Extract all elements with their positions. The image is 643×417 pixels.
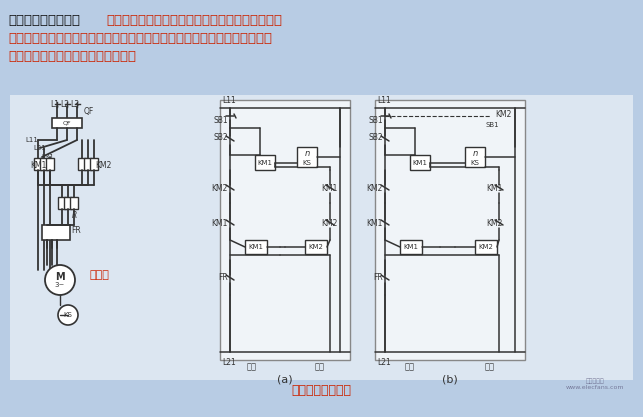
- Text: (a): (a): [277, 375, 293, 385]
- Bar: [64, 197, 72, 209]
- Bar: [46, 158, 54, 170]
- Text: L3: L3: [71, 100, 80, 109]
- Text: KM1: KM1: [212, 219, 228, 228]
- Text: FR: FR: [373, 274, 383, 282]
- Text: FR: FR: [218, 274, 228, 282]
- Bar: [410, 155, 430, 170]
- Text: FR: FR: [71, 226, 81, 234]
- Bar: [78, 158, 86, 170]
- Text: 运行: 运行: [405, 362, 415, 371]
- Text: 反接制动控制电路: 反接制动控制电路: [291, 384, 351, 397]
- Bar: [90, 158, 98, 170]
- Text: KM2: KM2: [367, 183, 383, 193]
- Text: n: n: [473, 150, 478, 158]
- Text: L1: L1: [51, 100, 60, 109]
- Text: KM1: KM1: [322, 183, 338, 193]
- Text: KM2: KM2: [322, 219, 338, 228]
- Text: L11: L11: [222, 96, 236, 105]
- Text: KM2: KM2: [309, 244, 323, 250]
- Text: KS: KS: [303, 160, 311, 166]
- Text: L31: L31: [41, 154, 54, 160]
- Text: L21: L21: [222, 358, 236, 367]
- Text: 主电路: 主电路: [90, 270, 110, 280]
- Bar: [297, 147, 317, 167]
- Text: 零时，及时断开电动机的反接电源。: 零时，及时断开电动机的反接电源。: [8, 50, 136, 63]
- Text: L11: L11: [25, 137, 38, 143]
- Text: KM1: KM1: [404, 244, 419, 250]
- Text: KS: KS: [471, 160, 480, 166]
- Bar: [305, 240, 327, 254]
- Text: 停车时，首先切换电动机定子绕组三相电源相序，: 停车时，首先切换电动机定子绕组三相电源相序，: [106, 14, 282, 27]
- Text: KM1: KM1: [487, 183, 503, 193]
- Text: KM1: KM1: [30, 161, 46, 169]
- Bar: [34, 158, 42, 170]
- Text: 制动: 制动: [315, 362, 325, 371]
- Text: KM1: KM1: [248, 244, 264, 250]
- Text: R: R: [72, 211, 77, 219]
- Text: 产生与转子转动方向相反的转矩，因而起制动作用。电动机的转速下降接近: 产生与转子转动方向相反的转矩，因而起制动作用。电动机的转速下降接近: [8, 32, 272, 45]
- Bar: [58, 197, 66, 209]
- Text: (b): (b): [442, 375, 458, 385]
- Bar: [400, 240, 422, 254]
- Text: SB2: SB2: [368, 133, 383, 143]
- Text: KM2: KM2: [478, 244, 493, 250]
- Text: SB1: SB1: [368, 116, 383, 125]
- Text: 运行: 运行: [247, 362, 257, 371]
- Bar: [70, 197, 78, 209]
- Bar: [52, 118, 82, 128]
- Text: KM1: KM1: [257, 160, 273, 166]
- Bar: [42, 225, 70, 240]
- Circle shape: [58, 305, 78, 325]
- Circle shape: [45, 265, 75, 295]
- Text: KM2: KM2: [212, 183, 228, 193]
- Text: L11: L11: [377, 96, 391, 105]
- Bar: [475, 240, 497, 254]
- Bar: [465, 147, 485, 167]
- Text: 制动: 制动: [485, 362, 495, 371]
- Text: QF: QF: [62, 121, 71, 126]
- Text: L2: L2: [60, 100, 69, 109]
- Text: KM2: KM2: [487, 219, 503, 228]
- Bar: [245, 240, 267, 254]
- Text: SB2: SB2: [213, 133, 228, 143]
- Bar: [255, 155, 275, 170]
- Text: M: M: [55, 272, 65, 282]
- Text: n: n: [304, 150, 310, 158]
- Bar: [220, 100, 350, 360]
- Text: L21: L21: [377, 358, 391, 367]
- Text: KM1: KM1: [367, 219, 383, 228]
- Text: QF: QF: [84, 107, 95, 116]
- Bar: [375, 100, 525, 360]
- Bar: [84, 158, 92, 170]
- Text: KM1: KM1: [413, 160, 428, 166]
- Text: KM2: KM2: [95, 161, 111, 169]
- Text: SB1: SB1: [485, 122, 498, 128]
- Bar: [40, 158, 48, 170]
- Text: 电子发烧友
www.elecfans.com: 电子发烧友 www.elecfans.com: [566, 379, 624, 390]
- Text: 3~: 3~: [55, 282, 65, 288]
- Text: KM2: KM2: [495, 110, 511, 118]
- Text: SB1: SB1: [213, 116, 228, 125]
- Text: L21: L21: [33, 145, 46, 151]
- Text: 反接制动控制电路：: 反接制动控制电路：: [8, 14, 80, 27]
- Text: KS: KS: [64, 312, 73, 318]
- Bar: [10, 95, 633, 380]
